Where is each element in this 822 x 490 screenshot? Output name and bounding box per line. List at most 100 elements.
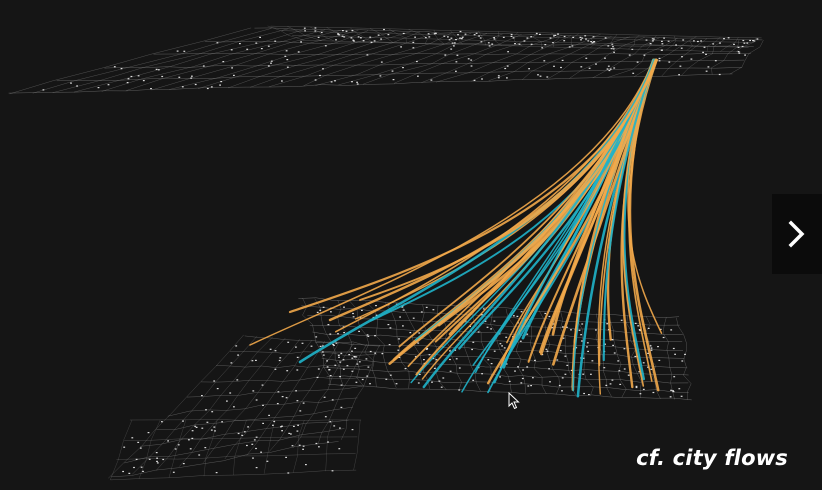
network-node	[399, 316, 401, 318]
network-node	[342, 30, 344, 32]
network-node	[302, 402, 305, 404]
network-node	[229, 392, 232, 394]
network-node	[534, 359, 536, 361]
street-line	[246, 340, 326, 456]
network-node	[702, 51, 704, 53]
next-button[interactable]	[772, 194, 822, 274]
network-node	[475, 32, 478, 34]
network-node	[705, 53, 707, 55]
network-node	[607, 45, 610, 47]
network-node	[366, 54, 369, 56]
network-node	[493, 350, 496, 352]
network-node	[464, 33, 467, 35]
network-node	[365, 358, 368, 360]
network-node	[566, 364, 569, 366]
network-node	[206, 421, 209, 423]
network-node	[653, 38, 655, 40]
network-node	[206, 87, 209, 90]
street-line	[203, 419, 218, 477]
network-node	[400, 46, 402, 48]
network-node	[189, 448, 192, 450]
network-node	[243, 431, 246, 433]
network-node	[738, 52, 741, 54]
network-node	[649, 43, 652, 45]
network-node	[204, 447, 207, 449]
network-node	[42, 89, 45, 91]
network-node	[675, 44, 677, 46]
network-node	[756, 38, 759, 40]
street-line	[450, 30, 464, 45]
network-node	[661, 40, 663, 42]
network-node	[414, 36, 416, 38]
network-node	[506, 65, 509, 67]
street-line	[179, 337, 286, 467]
flow-line	[359, 59, 657, 301]
network-node	[613, 51, 615, 53]
network-node	[296, 400, 299, 402]
network-node	[662, 336, 665, 339]
network-node	[322, 306, 325, 308]
street-line	[125, 29, 342, 91]
network-node	[215, 472, 218, 474]
network-node	[610, 48, 613, 50]
network-node	[295, 390, 297, 392]
network-node	[623, 348, 626, 350]
network-node	[278, 359, 281, 362]
network-node	[480, 41, 483, 43]
network-node	[587, 350, 589, 352]
network-node	[222, 61, 225, 63]
network-node	[155, 452, 158, 454]
network-node	[455, 39, 457, 41]
network-node	[361, 309, 363, 311]
network-node	[606, 323, 609, 325]
network-node	[435, 32, 437, 34]
network-node	[316, 311, 319, 313]
network-node	[181, 86, 184, 88]
network-node	[546, 350, 549, 352]
network-node	[680, 47, 683, 49]
network-node	[296, 356, 299, 358]
network-node	[450, 37, 453, 39]
flow-line	[410, 59, 656, 384]
network-node	[315, 336, 318, 338]
network-node	[380, 61, 383, 63]
network-node	[650, 349, 653, 351]
network-node	[444, 54, 447, 56]
network-node	[398, 356, 401, 358]
network-node	[304, 30, 306, 32]
network-node	[449, 350, 451, 352]
network-node	[326, 366, 329, 368]
network-node	[514, 370, 516, 372]
network-node	[478, 35, 480, 37]
street-line	[729, 39, 764, 75]
network-node	[335, 39, 337, 41]
network-node	[259, 36, 261, 38]
network-node	[635, 385, 638, 387]
network-node	[288, 432, 291, 434]
street-line	[353, 419, 361, 471]
network-node	[255, 436, 258, 438]
flow-line	[628, 59, 658, 382]
network-node	[285, 50, 288, 52]
network-node	[337, 33, 340, 35]
street-line	[109, 419, 133, 481]
street-line	[490, 308, 512, 393]
flow-line	[249, 59, 655, 346]
network-node	[76, 85, 78, 87]
street-line	[569, 37, 645, 79]
network-node	[580, 334, 582, 336]
network-node	[650, 347, 653, 349]
street-line	[9, 27, 252, 95]
network-node	[582, 357, 585, 359]
network-node	[595, 63, 597, 65]
network-node	[556, 359, 559, 361]
network-node	[303, 27, 306, 29]
network-node	[402, 67, 404, 69]
network-node	[585, 38, 587, 40]
network-node	[216, 42, 219, 44]
network-node	[548, 315, 551, 318]
network-node	[660, 49, 663, 51]
network-node	[453, 45, 455, 47]
